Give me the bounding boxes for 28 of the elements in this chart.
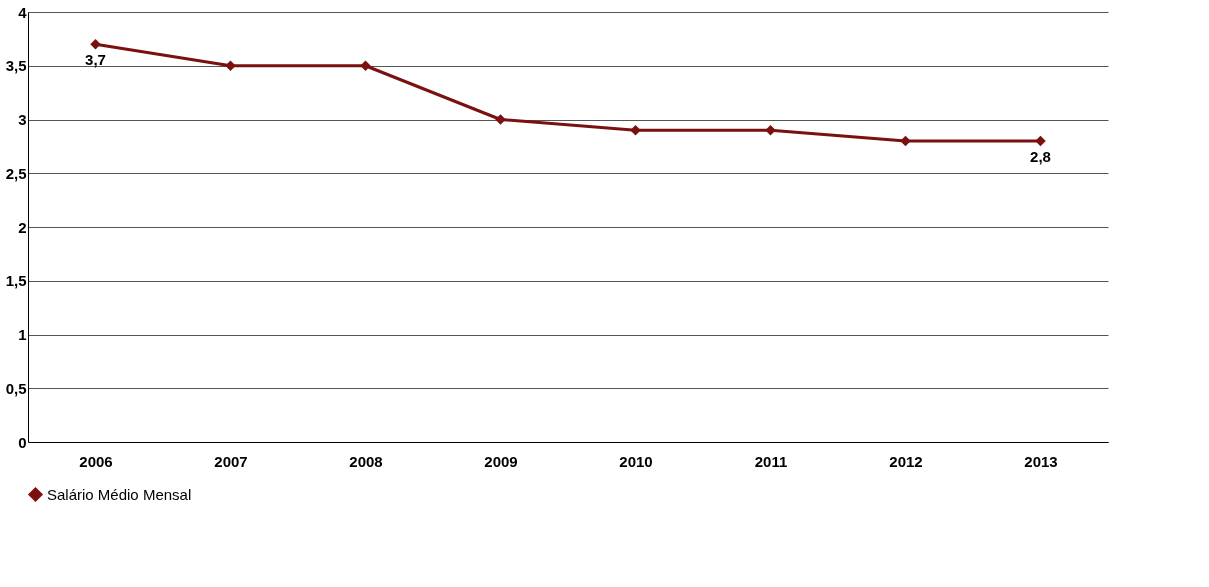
y-tick-label: 3,5 [5,57,27,75]
point [495,114,506,125]
x-tick-label: 2012 [889,452,923,470]
data-label: 3,7 [85,51,106,69]
x-tick-label: 2008 [349,452,383,470]
point [900,135,911,147]
x-tick-label: 2007 [214,452,248,470]
y-tick-label: 1,5 [5,272,27,290]
y-tick-label: 1 [18,326,27,343]
data-label: 2,8 [1030,148,1051,165]
point [225,60,236,71]
y-tick-label: 0,5 [5,379,27,397]
x-tick-label: 2010 [619,452,653,470]
legend-label: Salário Médio Mensal [47,485,192,503]
y-tick-label: 4 [18,3,28,21]
y-tick-label: 3 [18,111,27,128]
point [360,60,371,71]
x-tick-label: 2011 [754,452,788,470]
x-tick-label: 2009 [484,452,518,470]
point [765,125,776,136]
point [90,39,101,50]
point [1035,135,1046,147]
y-tick-label: 2 [18,218,27,236]
point [630,125,641,136]
x-tick-label: 2006 [79,452,113,470]
y-tick-label: 2,5 [5,164,27,182]
y-tick-label: 0 [18,433,27,451]
x-tick-label: 2013 [1024,452,1058,470]
